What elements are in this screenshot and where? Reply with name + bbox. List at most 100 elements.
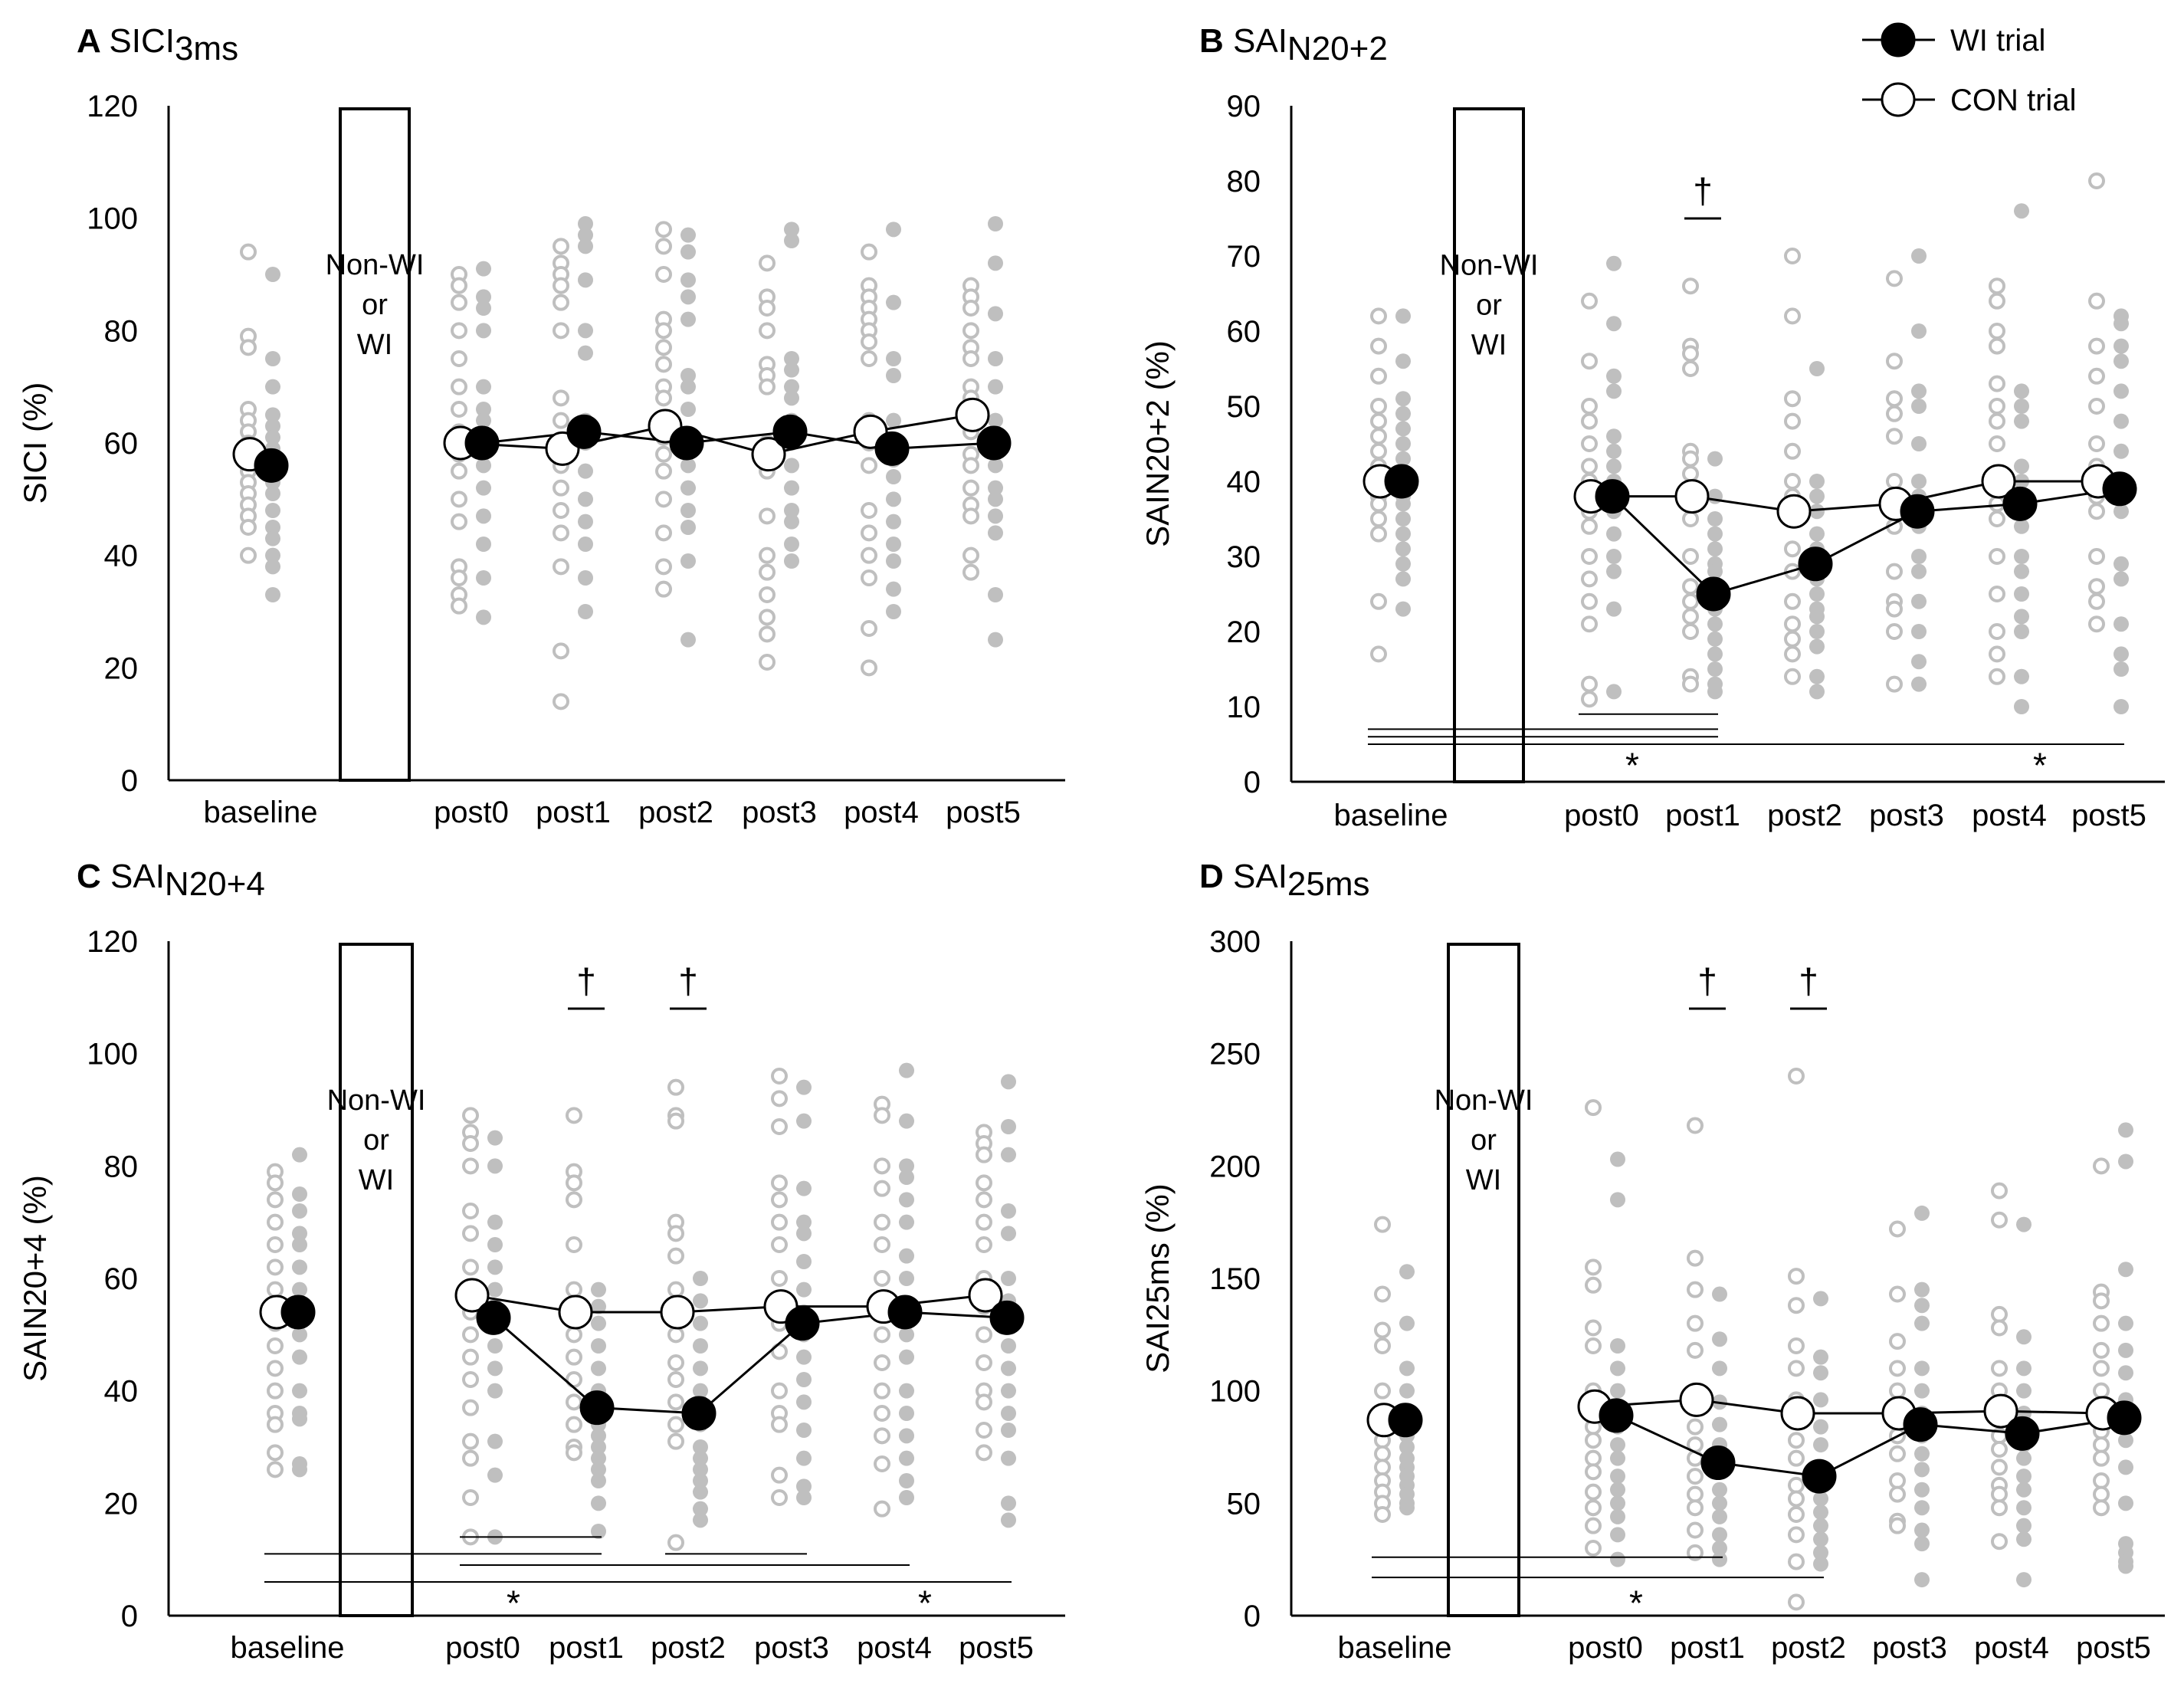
individual-point-wi	[1395, 353, 1411, 369]
individual-point-wi	[988, 306, 1003, 322]
panel-letter: D	[1199, 858, 1233, 895]
individual-point-wi	[1610, 1360, 1625, 1377]
individual-point-con	[1991, 1440, 2008, 1458]
individual-point-wi	[2118, 1459, 2133, 1475]
x-tick-label-post2: post2	[1767, 799, 1842, 832]
individual-point-wi	[1395, 405, 1411, 422]
individual-point-con	[1687, 1314, 1704, 1332]
individual-point-con	[1687, 1544, 1704, 1561]
individual-point-wi	[784, 458, 799, 474]
individual-point-con	[1370, 495, 1387, 513]
individual-point-con	[462, 1432, 479, 1450]
mean-point-wi	[280, 1295, 316, 1330]
individual-point-wi	[1606, 383, 1622, 399]
individual-point-con	[1788, 1593, 1805, 1611]
individual-point-wi	[1606, 368, 1622, 384]
mean-point-wi	[1696, 576, 1731, 612]
individual-point-con	[553, 693, 569, 710]
individual-point-wi	[693, 1462, 708, 1478]
individual-point-con	[1889, 1485, 1906, 1503]
individual-point-wi	[1399, 1383, 1415, 1399]
individual-point-con	[451, 597, 467, 615]
individual-point-wi	[1707, 541, 1723, 557]
individual-point-wi	[578, 227, 593, 243]
individual-point-wi	[1809, 361, 1825, 376]
y-tick-label: 60	[104, 427, 139, 461]
individual-point-con	[2088, 292, 2105, 310]
individual-point-con	[462, 1258, 479, 1276]
individual-point-wi	[988, 351, 1003, 366]
y-tick-label: 20	[1227, 615, 1261, 649]
individual-point-wi	[886, 469, 901, 484]
individual-point-con	[667, 1534, 684, 1551]
individual-point-con	[2093, 1449, 2110, 1467]
individual-point-con	[1370, 525, 1387, 543]
individual-point-wi	[487, 1360, 503, 1377]
individual-point-con	[566, 1393, 582, 1411]
individual-point-con	[771, 1489, 788, 1506]
y-tick-label: 150	[1209, 1262, 1261, 1296]
mean-point-wi	[785, 1306, 820, 1341]
individual-point-con	[1886, 270, 1903, 287]
individual-point-wi	[591, 1450, 606, 1466]
individual-point-con	[1585, 1258, 1602, 1276]
intervention-box-label: WI	[1471, 330, 1507, 362]
y-tick-label: 20	[104, 1487, 139, 1521]
individual-point-wi	[265, 503, 280, 518]
significance-asterisk: *	[1625, 745, 1639, 785]
individual-point-wi	[1001, 1423, 1016, 1438]
individual-point-wi	[796, 1349, 812, 1365]
individual-point-con	[976, 1191, 992, 1209]
individual-point-con	[462, 1135, 479, 1152]
individual-point-wi	[591, 1338, 606, 1354]
individual-point-wi	[1813, 1419, 1828, 1435]
intervention-box	[339, 107, 411, 782]
individual-point-wi	[578, 345, 593, 361]
individual-point-con	[2093, 1436, 2110, 1454]
individual-point-con	[267, 1360, 284, 1377]
legend: WI trial CON trial	[1862, 22, 2076, 117]
mean-point-wi	[1802, 1459, 1837, 1494]
intervention-box-label: WI	[357, 329, 392, 361]
intervention-box-label: WI	[359, 1164, 394, 1196]
individual-point-wi	[899, 1158, 914, 1174]
mean-point-con	[1981, 464, 2016, 499]
individual-point-con	[1788, 1068, 1805, 1085]
individual-point-con	[1889, 1285, 1906, 1303]
individual-point-wi	[578, 570, 593, 586]
individual-point-wi	[1001, 1450, 1016, 1466]
individual-point-con	[1682, 465, 1699, 483]
individual-point-con	[2093, 1382, 2110, 1400]
individual-point-wi	[1606, 684, 1622, 700]
individual-point-wi	[265, 559, 280, 575]
individual-point-con	[1889, 1445, 1906, 1462]
individual-point-con	[655, 221, 672, 238]
individual-point-con	[1687, 1418, 1704, 1436]
individual-point-con	[2088, 578, 2105, 596]
individual-point-con	[2088, 503, 2105, 520]
individual-point-con	[874, 1455, 890, 1472]
individual-point-con	[240, 519, 257, 536]
individual-point-wi	[1610, 1527, 1625, 1543]
individual-point-wi	[899, 1349, 914, 1365]
individual-point-wi	[1606, 563, 1622, 579]
individual-point-wi	[292, 1237, 307, 1252]
individual-point-wi	[1001, 1406, 1016, 1421]
individual-point-con	[962, 350, 979, 367]
individual-point-wi	[265, 418, 280, 434]
individual-point-con	[861, 350, 877, 367]
individual-point-wi	[1707, 526, 1723, 542]
individual-point-con	[667, 1326, 684, 1344]
individual-point-wi	[680, 520, 696, 535]
y-axis-title: SICI (%)	[17, 382, 53, 504]
individual-point-con	[240, 243, 257, 261]
individual-point-con	[1374, 1506, 1391, 1523]
x-tick-label-post1: post1	[1670, 1631, 1745, 1665]
individual-point-wi	[292, 1327, 307, 1343]
individual-point-wi	[1610, 1482, 1625, 1498]
intervention-box-label: Non-WI	[326, 249, 425, 281]
individual-point-con	[667, 1078, 684, 1096]
individual-point-con	[861, 546, 877, 564]
mean-point-wi	[1900, 494, 1935, 529]
individual-point-con	[1989, 292, 2005, 310]
